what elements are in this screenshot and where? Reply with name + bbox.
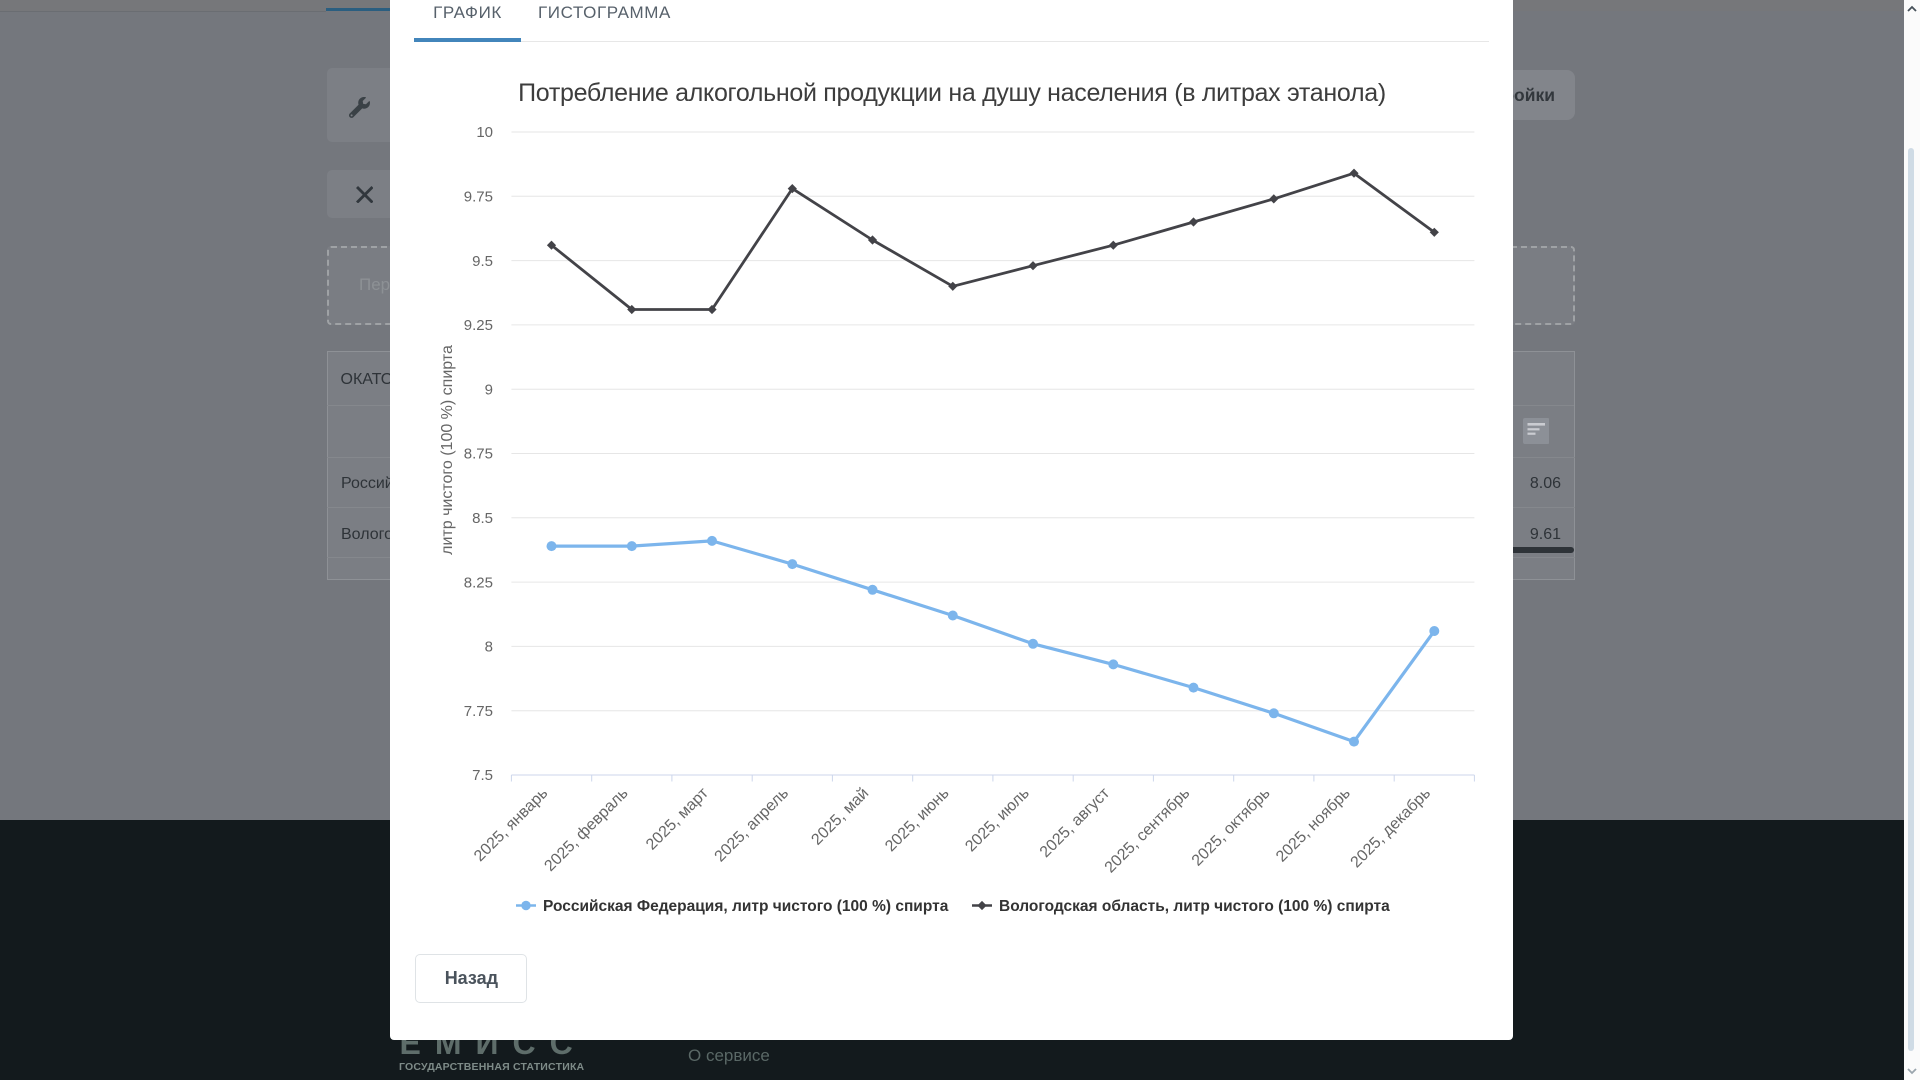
svg-text:2025, апрель: 2025, апрель (712, 785, 793, 866)
svg-text:2025, февраль: 2025, февраль (541, 785, 631, 875)
svg-text:Российская Федерация, литр чис: Российская Федерация, литр чистого (100 … (543, 898, 949, 915)
svg-text:8.5: 8.5 (472, 510, 493, 527)
svg-text:2025, октябрь: 2025, октябрь (1189, 785, 1274, 870)
svg-text:9.5: 9.5 (472, 253, 493, 270)
svg-text:2025, май: 2025, май (808, 785, 872, 849)
svg-text:8.75: 8.75 (464, 446, 493, 463)
svg-text:2025, ноябрь: 2025, ноябрь (1273, 785, 1354, 866)
svg-text:8: 8 (485, 639, 493, 656)
svg-text:10: 10 (476, 124, 493, 141)
svg-text:8.25: 8.25 (464, 574, 493, 591)
svg-text:Потребление алкогольной продук: Потребление алкогольной продукции на душ… (518, 79, 1386, 107)
svg-text:2025, декабрь: 2025, декабрь (1348, 785, 1435, 872)
svg-text:9: 9 (485, 381, 493, 398)
svg-text:2025, август: 2025, август (1037, 784, 1114, 861)
svg-text:9.75: 9.75 (464, 189, 493, 206)
svg-text:2025, июль: 2025, июль (962, 785, 1033, 856)
svg-text:7.75: 7.75 (464, 703, 493, 720)
svg-text:Вологодская область, литр чист: Вологодская область, литр чистого (100 %… (999, 898, 1390, 915)
svg-text:7.5: 7.5 (472, 767, 493, 784)
svg-text:9.25: 9.25 (464, 317, 493, 334)
svg-text:2025, сентябрь: 2025, сентябрь (1102, 785, 1194, 877)
svg-text:2025, январь: 2025, январь (471, 785, 551, 865)
svg-text:литр чистого (100 %) спирта: литр чистого (100 %) спирта (439, 345, 456, 555)
svg-text:2025, июнь: 2025, июнь (882, 785, 952, 855)
svg-text:2025, март: 2025, март (643, 784, 712, 853)
